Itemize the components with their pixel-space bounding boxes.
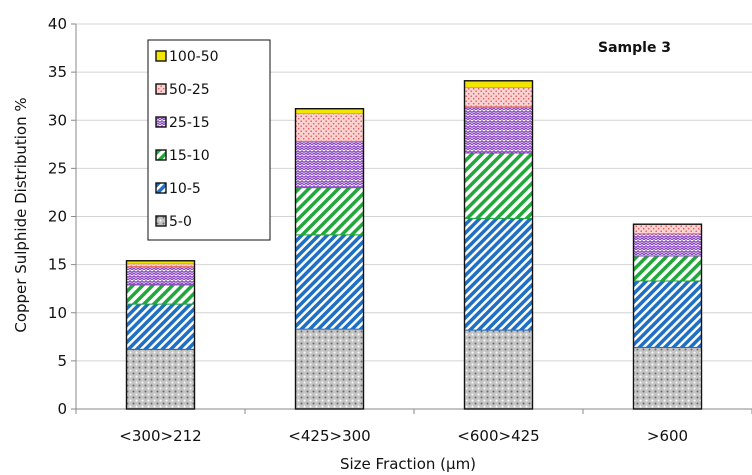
bar-segment bbox=[633, 346, 702, 410]
bar-segment bbox=[464, 329, 533, 410]
y-tick-label: 5 bbox=[57, 352, 67, 370]
x-tick-label: <300>212 bbox=[119, 427, 201, 445]
legend-label: 5-0 bbox=[169, 214, 192, 230]
bar-segment bbox=[633, 223, 702, 235]
legend-box bbox=[147, 39, 271, 241]
bar-segment bbox=[126, 303, 195, 350]
legend: 100-50 50-25 25-15 15-10 10-5 5-0 bbox=[147, 39, 271, 241]
bar-segment bbox=[295, 234, 364, 330]
bar-segment bbox=[126, 284, 195, 305]
legend-label: 50-25 bbox=[169, 82, 210, 98]
legend-swatch bbox=[155, 83, 167, 95]
bar-outline bbox=[125, 260, 196, 410]
bar-segment bbox=[633, 233, 702, 257]
x-axis-title: Size Fraction (µm) bbox=[340, 455, 476, 473]
y-axis-title: Copper Sulphide Distribution % bbox=[12, 97, 30, 332]
bar-segment bbox=[464, 106, 533, 154]
legend-swatch bbox=[155, 215, 167, 227]
x-tick-label: <600>425 bbox=[457, 427, 539, 445]
x-tick-label: <425>300 bbox=[288, 427, 370, 445]
y-tick-label: 15 bbox=[48, 256, 67, 274]
y-tick-label: 0 bbox=[57, 400, 67, 418]
bar-segment bbox=[633, 280, 702, 348]
bar-segment bbox=[126, 266, 195, 286]
sample-annotation: Sample 3 bbox=[598, 40, 671, 56]
y-tick-label: 10 bbox=[48, 304, 67, 322]
bar-outline bbox=[294, 107, 365, 410]
bar-segment bbox=[295, 108, 364, 115]
tick-labels: 0 5 10 15 20 25 30 35 40 <300>212 <425>300 <600>425… bbox=[48, 15, 752, 445]
legend-swatch bbox=[155, 50, 167, 62]
legend-swatch bbox=[155, 149, 167, 161]
bar-segment bbox=[126, 348, 195, 410]
y-tick-label: 35 bbox=[48, 63, 67, 81]
y-tick-label: 25 bbox=[48, 159, 67, 177]
bar-segment bbox=[633, 255, 702, 282]
legend-label: 25-15 bbox=[169, 115, 210, 131]
bars bbox=[125, 80, 703, 410]
x-tick-label: >600 bbox=[647, 427, 688, 445]
bar-segment bbox=[295, 328, 364, 410]
legend-label: 100-50 bbox=[169, 49, 219, 65]
legend-swatch bbox=[155, 116, 167, 128]
legend-label: 15-10 bbox=[169, 148, 210, 164]
bar-segment bbox=[464, 80, 533, 89]
y-tick-label: 30 bbox=[48, 111, 67, 129]
bar-segment bbox=[464, 87, 533, 108]
legend-swatch bbox=[155, 182, 167, 194]
bar-segment bbox=[464, 217, 533, 331]
bar-segment bbox=[464, 152, 533, 219]
bar-segment bbox=[295, 113, 364, 142]
legend-label: 10-5 bbox=[169, 181, 201, 197]
bar-segment bbox=[295, 140, 364, 189]
bar-outline bbox=[632, 223, 703, 410]
bar-outline bbox=[463, 80, 534, 410]
y-tick-label: 40 bbox=[48, 15, 67, 33]
y-tick-label: 20 bbox=[48, 208, 67, 226]
bar-segment bbox=[295, 187, 364, 236]
